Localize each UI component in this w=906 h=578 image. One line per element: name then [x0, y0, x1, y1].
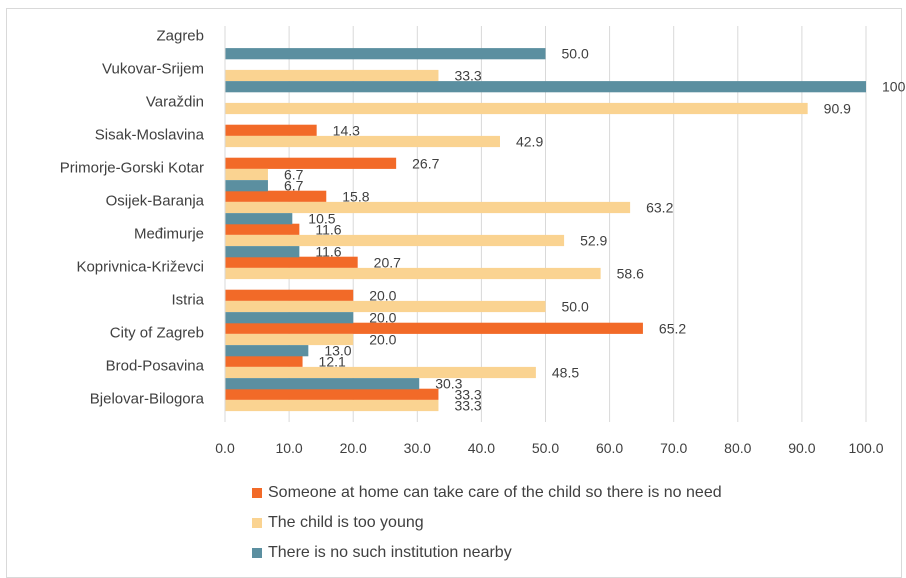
- x-tick-label: 50.0: [532, 440, 559, 456]
- legend-item: Someone at home can take care of the chi…: [252, 478, 722, 508]
- x-tick-label: 100.0: [848, 440, 883, 456]
- bar: [225, 190, 327, 202]
- data-label: 42.9: [516, 134, 543, 150]
- data-label: 33.3: [454, 386, 481, 402]
- data-label: 11.6: [315, 221, 341, 237]
- bar: [225, 399, 439, 412]
- bar: [225, 223, 300, 235]
- legend-item: The child is too young: [252, 508, 722, 538]
- category-label: Vukovar-Srijem: [102, 60, 204, 77]
- category-label: Međimurje: [134, 225, 204, 242]
- data-label: 26.7: [412, 155, 439, 171]
- data-label: 20.7: [374, 254, 401, 270]
- bar: [225, 366, 536, 379]
- axis-layer: 0.0 10.0 20.0 30.0 40.0 50.0 60.0 70.0 80.0 90.0 1…: [60, 26, 884, 456]
- data-label: 33.3: [454, 398, 481, 414]
- category-label: Primorje-Gorski Kotar: [60, 159, 204, 176]
- bar: [225, 355, 303, 367]
- bar: [225, 267, 601, 280]
- data-label: 65.2: [659, 320, 686, 336]
- data-label: 33.3: [454, 68, 481, 84]
- data-label: 63.2: [646, 200, 673, 216]
- x-tick-label: 40.0: [468, 440, 495, 456]
- bar: [225, 333, 354, 346]
- x-tick-label: 80.0: [724, 440, 751, 456]
- bar: [225, 157, 397, 169]
- x-tick-label: 10.0: [275, 440, 302, 456]
- bar: [225, 81, 866, 93]
- category-label: Koprivnica-Križevci: [76, 258, 204, 275]
- legend-item: There is no such institution nearby: [252, 538, 722, 568]
- data-label: 48.5: [552, 365, 579, 381]
- data-label: 10.5: [308, 211, 335, 227]
- data-label: 30.3: [435, 376, 462, 392]
- data-label: 15.8: [342, 188, 369, 204]
- category-label: Bjelovar-Bilogora: [90, 390, 205, 407]
- bar-layer: [225, 48, 866, 412]
- data-label: 90.9: [824, 101, 851, 117]
- data-label: 20.0: [369, 332, 396, 348]
- bar: [225, 312, 354, 324]
- data-label: 12.1: [319, 353, 346, 369]
- bar: [225, 213, 293, 225]
- data-label: 100.0: [882, 79, 906, 95]
- bar: [225, 322, 643, 334]
- category-label: Istria: [171, 291, 204, 308]
- category-label: Osijek-Baranja: [106, 192, 205, 209]
- bar: [225, 48, 546, 60]
- data-label: 11.6: [315, 244, 341, 260]
- bar: [225, 378, 420, 390]
- bar: [225, 102, 808, 115]
- x-tick-label: 0.0: [215, 440, 235, 456]
- bar: [225, 388, 439, 400]
- bar: [225, 201, 631, 214]
- bar: [225, 256, 358, 268]
- bar: [225, 345, 309, 357]
- category-label: Brod-Posavina: [106, 357, 205, 374]
- bar: [225, 135, 500, 148]
- bar: [225, 300, 546, 313]
- legend-swatch: [252, 488, 262, 498]
- data-label: 6.7: [284, 178, 304, 194]
- x-tick-label: 90.0: [788, 440, 815, 456]
- x-tick-label: 60.0: [596, 440, 623, 456]
- legend-swatch: [252, 518, 262, 528]
- category-label: Sisak-Moslavina: [95, 126, 205, 143]
- category-label: Varaždin: [146, 93, 204, 110]
- legend-label: The child is too young: [268, 514, 424, 531]
- bar: [225, 69, 439, 82]
- legend: Someone at home can take care of the chi…: [252, 478, 722, 568]
- bar: [225, 168, 268, 181]
- bar: [225, 234, 565, 247]
- data-label: 13.0: [324, 343, 351, 359]
- data-label: 14.3: [333, 122, 360, 138]
- data-label: 52.9: [580, 233, 607, 249]
- x-tick-label: 20.0: [340, 440, 367, 456]
- data-label: 20.0: [369, 287, 396, 303]
- data-label: 50.0: [562, 46, 589, 62]
- category-label: City of Zagreb: [110, 324, 204, 341]
- category-label: Zagreb: [156, 27, 204, 44]
- data-label: 6.7: [284, 167, 304, 183]
- legend-label: Someone at home can take care of the chi…: [268, 484, 722, 501]
- label-layer: 14.326.715.811.620.720.065.212.133.333.3…: [284, 46, 906, 414]
- legend-label: There is no such institution nearby: [268, 544, 512, 561]
- bar: [225, 246, 300, 258]
- data-label: 50.0: [562, 299, 589, 315]
- legend-swatch: [252, 548, 262, 558]
- bar: [225, 124, 317, 136]
- x-tick-label: 30.0: [404, 440, 431, 456]
- data-label: 58.6: [617, 266, 644, 282]
- bar: [225, 180, 268, 192]
- bar: [225, 289, 354, 301]
- x-tick-label: 70.0: [660, 440, 687, 456]
- data-label: 20.0: [369, 310, 396, 326]
